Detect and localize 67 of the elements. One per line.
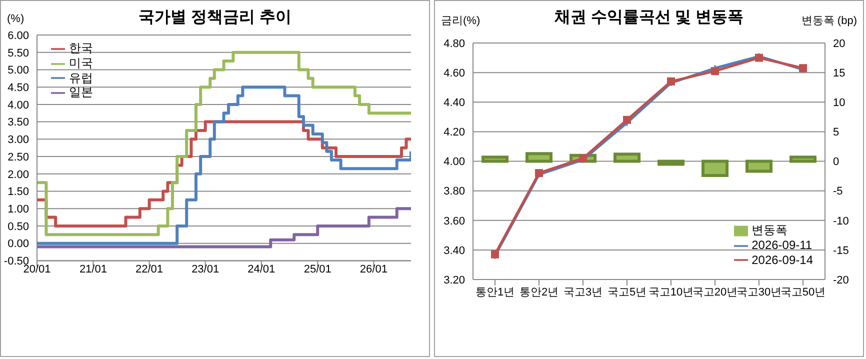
x-tick-label: 국고10년 <box>648 286 694 298</box>
y-tick-label: 3.00 <box>8 134 29 146</box>
x-tick-label: 23/01 <box>192 263 220 276</box>
y-tick-label: 1.00 <box>8 204 29 216</box>
x-tick-label: 국고30년 <box>736 286 782 298</box>
point <box>623 116 631 124</box>
chart-title: 채권 수익률곡선 및 변동폭 <box>554 9 744 26</box>
legend-label: 2026-09-11 <box>752 238 812 252</box>
y-tick-label: 3.60 <box>444 215 465 228</box>
point <box>711 67 719 76</box>
y-tick-label: 3.20 <box>444 274 465 286</box>
x-tick-label: 국고20년 <box>692 286 738 298</box>
y2-tick-label: -5 <box>833 186 843 198</box>
x-tick-label: 국고50년 <box>780 286 826 298</box>
y-tick-label: 0.50 <box>8 220 29 233</box>
x-tick-label: 통안1년 <box>475 286 515 298</box>
y2-tick-label: 5 <box>833 126 840 139</box>
bar <box>658 160 684 166</box>
x-tick-label: 24/01 <box>248 263 276 276</box>
bar <box>526 152 552 163</box>
y2-tick-label: 15 <box>833 67 846 80</box>
y-tick-label: 4.40 <box>444 97 465 110</box>
y-tick-label: 5.50 <box>8 47 29 60</box>
y2-tick-label: 20 <box>833 38 846 50</box>
y-tick-label: 5.00 <box>8 64 29 77</box>
x-tick-label: 통안2년 <box>519 286 559 298</box>
y-tick-label: 2.50 <box>8 151 29 164</box>
legend-label: 변동폭 <box>752 223 788 237</box>
y-tick-label: 3.40 <box>444 244 465 257</box>
y-tick-label: 1.50 <box>8 186 29 198</box>
y-axis-title: (%) <box>7 13 24 25</box>
bar <box>746 160 772 173</box>
y2-tick-label: 0 <box>833 156 840 168</box>
x-tick-label: 25/01 <box>304 263 332 276</box>
y-axis-title: 금리(%) <box>441 14 480 28</box>
legend-label: 일본 <box>69 85 93 100</box>
y-tick-label: 4.50 <box>8 82 29 94</box>
y-tick-label: 4.00 <box>444 156 465 168</box>
y2-tick-label: 10 <box>833 97 846 110</box>
legend-label: 2026-09-14 <box>752 252 813 267</box>
y-tick-label: 6.00 <box>8 30 29 42</box>
legend-label: 한국 <box>69 41 93 55</box>
legend-label: 미국 <box>69 56 93 70</box>
y-tick-label: 4.60 <box>444 67 465 80</box>
y-tick-label: 3.50 <box>8 116 29 129</box>
x-tick-label: 22/01 <box>136 263 164 276</box>
y-tick-label: 4.20 <box>444 126 465 139</box>
x-tick-label: 국고3년 <box>563 286 603 298</box>
y-tick-label: 2.00 <box>8 168 29 181</box>
x-tick-label: 26/01 <box>360 263 388 276</box>
bar <box>790 156 816 163</box>
y-tick-label: 4.00 <box>8 99 29 112</box>
bar <box>482 156 508 163</box>
x-tick-label: 국고5년 <box>607 286 647 298</box>
bar <box>702 160 728 177</box>
x-tick-label: 21/01 <box>79 263 107 276</box>
y2-axis-title: 변동폭 (bp) <box>801 14 857 28</box>
y-tick-label: 3.80 <box>444 186 465 198</box>
chart-title: 국가별 정책금리 추이 <box>138 9 292 26</box>
legend-label: 유럽 <box>69 70 93 85</box>
y2-tick-label: -20 <box>833 274 849 286</box>
y-tick-label: 0.00 <box>8 238 29 250</box>
y2-tick-label: -10 <box>833 215 849 228</box>
y2-tick-label: -15 <box>833 244 849 257</box>
y-tick-label: 4.80 <box>444 38 465 50</box>
x-tick-label: 20/01 <box>23 263 51 276</box>
bar <box>614 152 640 163</box>
